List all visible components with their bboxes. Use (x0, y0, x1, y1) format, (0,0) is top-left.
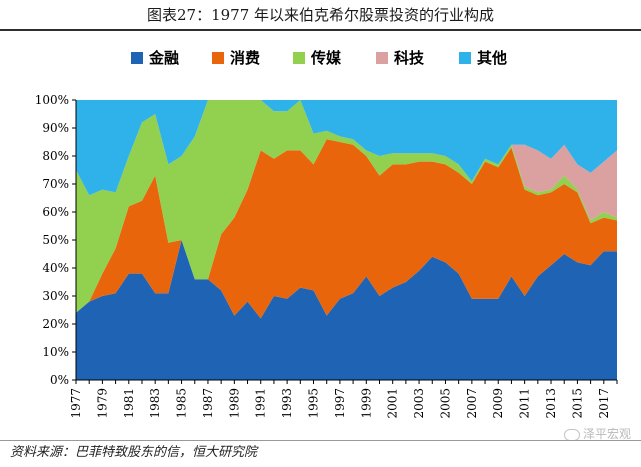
legend-label-1: 金融 (148, 49, 179, 67)
legend-swatch-1 (131, 52, 143, 64)
title-divider (0, 29, 641, 31)
legend-swatch-2 (212, 52, 224, 64)
y-tick-label: 100% (35, 93, 69, 107)
y-tick-label: 70% (42, 177, 69, 191)
x-tick-label: 2015 (570, 388, 584, 419)
y-tick-label: 20% (42, 317, 69, 331)
legend-swatch-3 (293, 52, 305, 64)
x-tick-label: 1977 (69, 388, 83, 419)
area-layers (76, 100, 617, 380)
legend-swatch-4 (376, 52, 388, 64)
x-tick-label: 1993 (280, 388, 294, 419)
legend-swatch-5 (459, 52, 471, 64)
x-tick-label: 1995 (307, 388, 321, 419)
x-tick-label: 1983 (148, 388, 162, 419)
x-tick-label: 2011 (518, 388, 532, 419)
x-tick-label: 2007 (465, 388, 479, 419)
source-note: 资料来源：巴菲特致股东的信，恒大研究院 (10, 445, 258, 460)
x-tick-label: 2017 (597, 388, 611, 419)
area-series-3 (76, 100, 617, 313)
legend-label-2: 消费 (230, 49, 260, 67)
x-tick-label: 1979 (95, 388, 109, 419)
x-tick-label: 2005 (438, 388, 452, 419)
watermark-text: 泽平宏观 (582, 427, 631, 441)
x-tick-label: 2001 (386, 388, 400, 419)
x-tick-label: 1997 (333, 388, 347, 419)
y-tick-label: 40% (42, 261, 69, 275)
x-tick-label: 1987 (201, 388, 215, 419)
x-tick-label: 1999 (359, 388, 373, 419)
x-tick-label: 1985 (175, 388, 189, 419)
x-tick-label: 1991 (254, 388, 268, 419)
stacked-area-chart: 金融 消费 传媒 科技 其他 0% 10% 20% 30% 40% 50% 60% 70% 80% 90%… (35, 49, 618, 419)
legend-label-5: 其他 (477, 49, 507, 67)
y-tick-label: 0% (50, 373, 69, 387)
area-series-2 (76, 139, 617, 319)
area-series-5 (76, 100, 617, 196)
area-series-1 (76, 240, 617, 380)
y-tick-label: 50% (42, 233, 69, 247)
y-tick-label: 80% (42, 149, 69, 163)
y-tick-label: 60% (42, 205, 69, 219)
figure-title: 图表27：1977 年以来伯克希尔股票投资的行业构成 (146, 6, 495, 24)
x-tick-label: 2003 (412, 388, 426, 419)
x-tick-label: 1981 (122, 388, 136, 419)
x-tick-label: 2013 (544, 388, 558, 419)
source-divider (0, 440, 641, 441)
y-tick-label: 90% (42, 121, 69, 135)
x-tick-label: 2009 (491, 388, 505, 419)
legend-label-3: 传媒 (310, 49, 342, 67)
chart-legend: 金融 消费 传媒 科技 其他 (131, 49, 507, 67)
legend-label-4: 科技 (394, 49, 425, 67)
x-tick-label: 1989 (227, 388, 241, 419)
chart-axes: 0% 10% 20% 30% 40% 50% 60% 70% 80% 90% 100% 1977 197… (35, 93, 618, 419)
y-tick-label: 10% (42, 345, 69, 359)
wechat-icon (563, 428, 580, 441)
y-tick-label: 30% (42, 289, 69, 303)
